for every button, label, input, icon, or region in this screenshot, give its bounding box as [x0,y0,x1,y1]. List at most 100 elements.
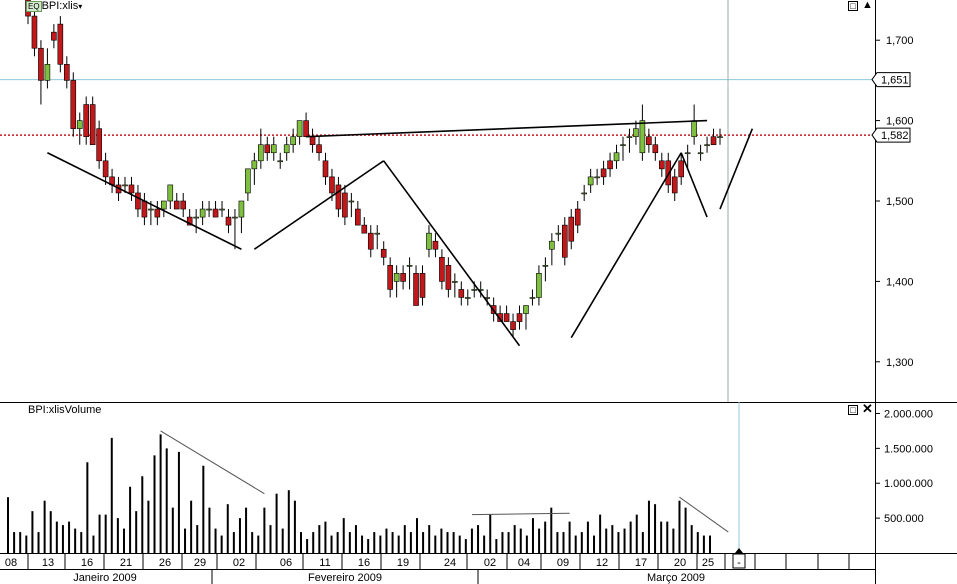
candle [128,176,135,201]
candle [225,209,232,234]
candle [283,136,290,161]
candle [335,176,342,218]
price-tick-label: 1,500 [886,196,914,208]
candle [600,160,607,185]
scroll-up-icon[interactable]: ▲ [862,0,873,11]
last-price-value-label: 1,582 [871,127,911,143]
candle [671,168,678,201]
day-tick-label: 13 [42,557,54,569]
month-label: Janeiro 2009 [73,572,137,584]
candle [76,112,83,145]
day-tick-label: 06 [280,557,292,569]
volume-tick-label: 1.500.000 [884,443,933,455]
candle [258,128,264,169]
candle [199,201,206,226]
candle [581,184,587,201]
candle [277,152,284,169]
candle [290,128,296,153]
candle [161,200,167,218]
candle [387,257,393,298]
day-tick-label: 02 [484,557,496,569]
trendline [306,119,708,138]
candle [64,56,70,89]
candle [355,201,361,226]
candle [419,265,426,306]
maximize-price-panel-icon[interactable]: □ [848,1,858,11]
candle [122,176,128,193]
candle [452,273,458,298]
candle [529,289,536,306]
close-volume-panel-icon[interactable]: ✕ [862,401,873,416]
candle [432,233,439,258]
day-tick-label: 09 [557,557,569,569]
candle [57,16,64,73]
candle [316,136,322,161]
candle [296,120,303,145]
candle [574,201,581,234]
candle [710,128,717,146]
last-price-value-label-text: 1,582 [881,130,909,142]
candle [31,8,38,57]
candle [219,201,225,218]
symbol-badge: EQ [26,1,42,12]
candle [367,225,374,258]
day-tick-label: 16 [358,557,370,569]
candle [503,305,510,322]
candle [173,192,180,210]
candle [180,192,187,218]
title-dropdown-icon[interactable]: ▾ [78,2,83,11]
day-tick-label: 11 [319,557,330,569]
price-panel [0,0,875,553]
day-tick-label: 25 [702,557,714,569]
candle [464,289,471,306]
candle [400,265,406,290]
candle [212,201,219,218]
volume-trendline [160,430,265,495]
candle [193,209,199,234]
candle [646,128,652,153]
candle [697,144,704,161]
candle [439,249,445,290]
candle [549,233,555,266]
candle [245,168,251,201]
candle [678,152,684,185]
month-label: Fevereiro 2009 [308,572,382,584]
day-tick-label: 29 [194,557,206,569]
candle [626,128,633,153]
price-tick-label: 1,600 [886,116,914,128]
candle [458,281,465,306]
price-title[interactable]: BPI:xlis [41,0,79,12]
day-tick-label: 08 [5,557,17,569]
candle [342,184,348,226]
candle [89,96,96,146]
candle [406,257,413,290]
volume-panel [7,430,729,553]
candle [594,168,600,185]
candle [380,241,387,266]
trendline [383,160,521,347]
candle [413,265,419,306]
cursor-date-box [732,553,746,569]
candle [44,48,51,89]
candle [639,104,646,161]
volume-tick-label: 2.000.000 [884,408,933,420]
day-tick-label: 17 [635,557,647,569]
candle [516,305,523,330]
candle [135,184,141,218]
candle [665,152,672,193]
candle [186,209,193,226]
candle [270,136,277,161]
price-tick-label: 1,300 [886,357,914,369]
candle [587,168,594,193]
candle [717,128,723,145]
candle [523,305,529,330]
maximize-volume-panel-icon[interactable]: □ [848,405,858,415]
candle [561,217,568,266]
candle [167,184,174,210]
candle [652,136,659,161]
candle [374,225,381,250]
candle [348,192,355,218]
candle [251,152,258,185]
volume-title: BPI:xlisVolume [28,404,102,416]
